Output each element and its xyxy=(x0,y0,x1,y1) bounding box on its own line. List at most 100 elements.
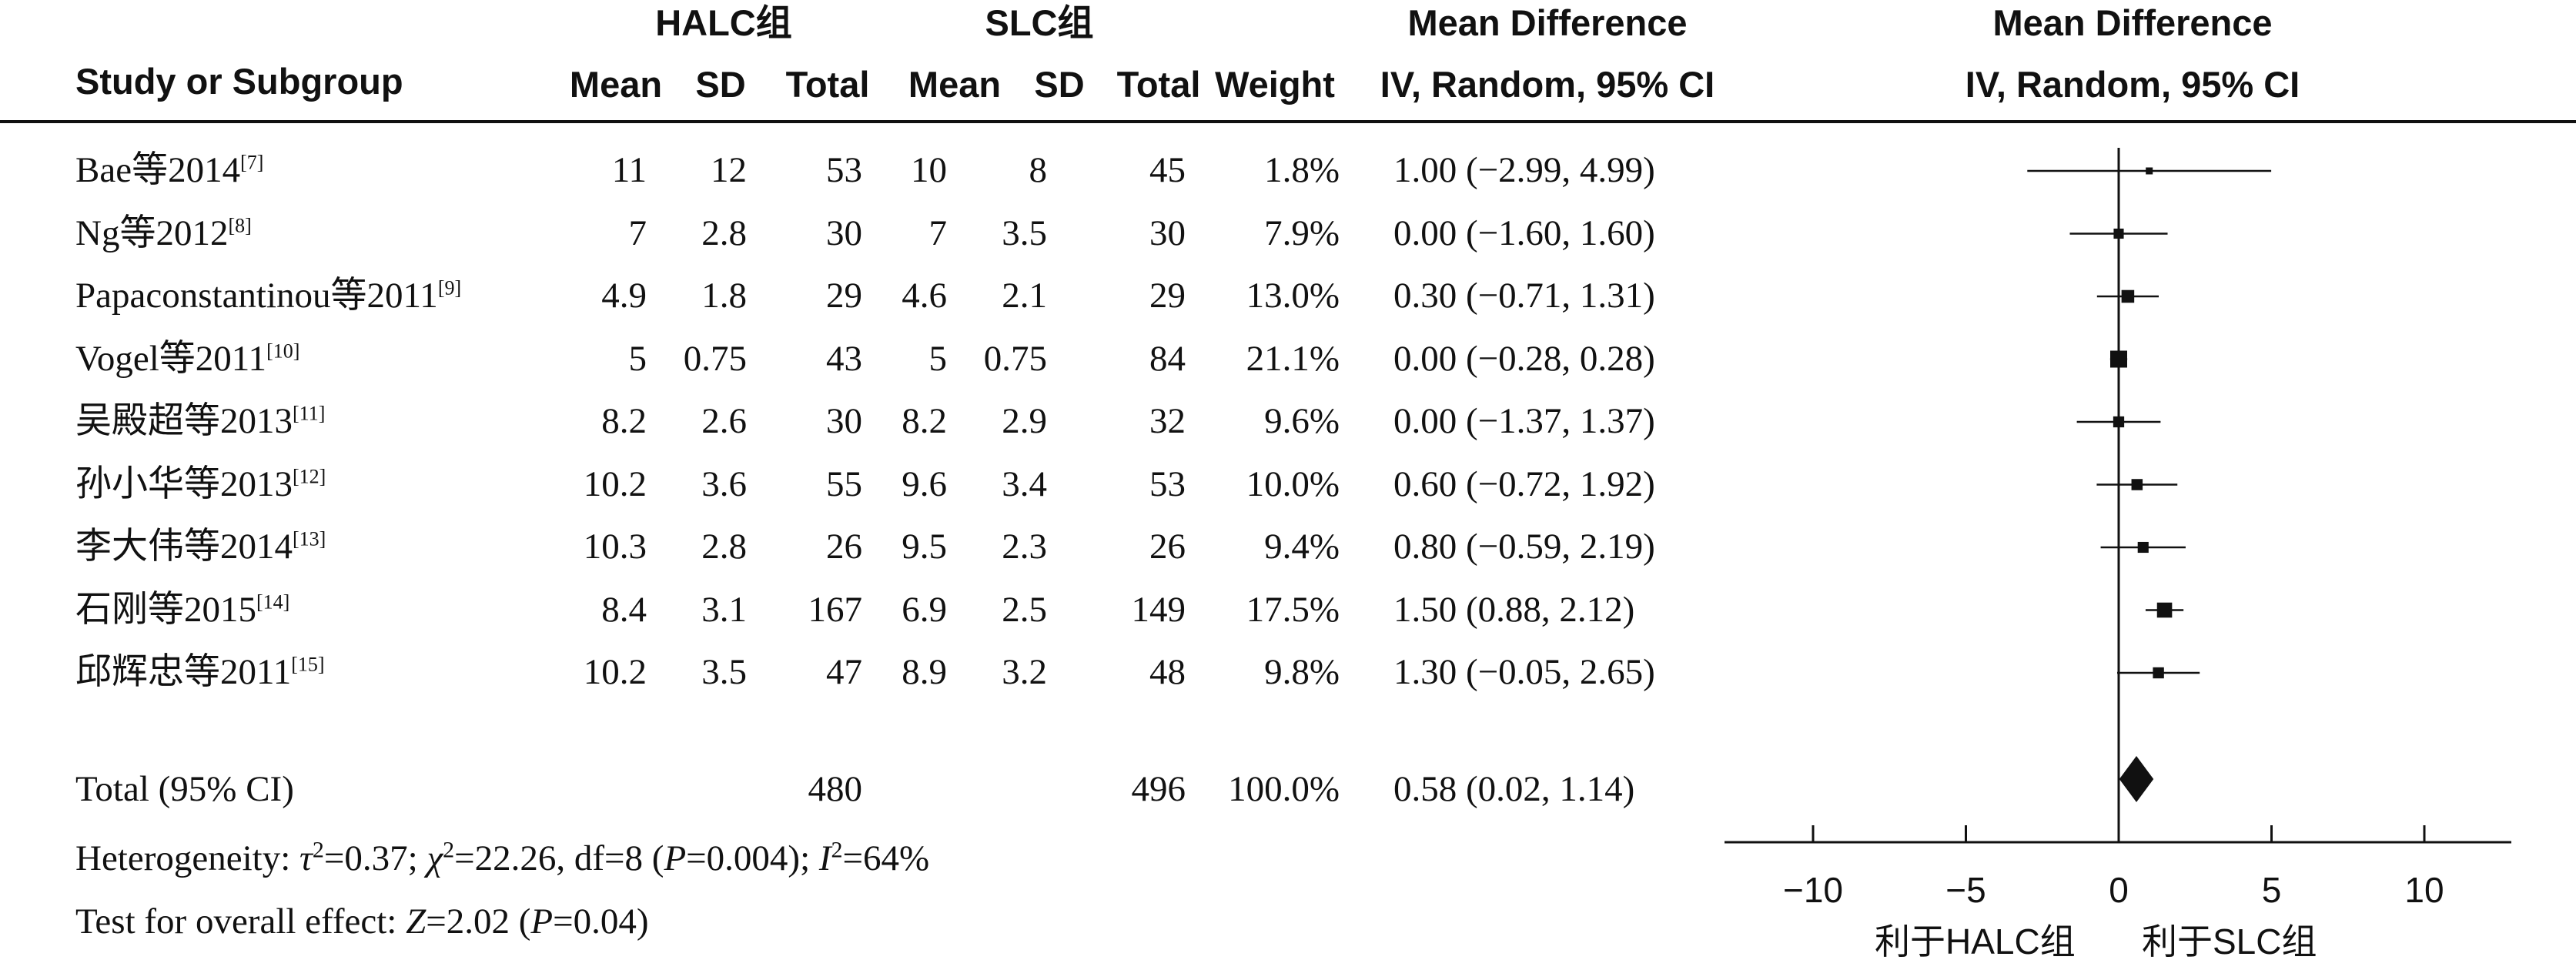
halc-sd-cell: 2.8 xyxy=(701,212,747,253)
heterogeneity-label: Heterogeneity: xyxy=(75,838,291,878)
ci-cell: 0.80 (−0.59, 2.19) xyxy=(1393,527,1655,567)
md-method-header: IV, Random, 95% CI xyxy=(1380,64,1715,105)
halc-sd-header: SD xyxy=(695,64,746,105)
slc-total-cell: 26 xyxy=(1149,527,1186,567)
slc-mean-cell: 7 xyxy=(928,212,948,253)
slc-sd-cell: 3.5 xyxy=(1002,212,1047,253)
slc-sd-header: SD xyxy=(1034,64,1085,105)
halc-total-cell: 55 xyxy=(826,463,862,504)
study-name: Bae等2014[7] xyxy=(75,152,263,189)
study-effect-square xyxy=(2146,167,2153,175)
halc-total-cell: 53 xyxy=(826,150,862,190)
slc-sd-cell: 3.2 xyxy=(1002,652,1047,692)
study-name-text: 吴殿超等2013 xyxy=(75,401,293,441)
favours-slc-label: 利于SLC组 xyxy=(2142,922,2317,962)
study-reference: [14] xyxy=(256,590,290,613)
weight-cell: 9.4% xyxy=(1264,527,1340,567)
weight-cell: 7.9% xyxy=(1264,212,1340,253)
x-axis-tick-label: −10 xyxy=(1783,870,1843,910)
halc-total-cell: 47 xyxy=(826,652,862,692)
weight-cell: 1.8% xyxy=(1264,150,1340,190)
study-name-text: 孙小华等2013 xyxy=(75,463,293,504)
ci-cell: 0.00 (−0.28, 0.28) xyxy=(1393,338,1655,379)
slc-mean-cell: 9.6 xyxy=(902,463,947,504)
het-p-value: =0.004); xyxy=(686,838,811,878)
plot-method-header: IV, Random, 95% CI xyxy=(1965,64,2300,105)
study-effect-square xyxy=(2156,602,2173,618)
slc-sd-cell: 0.75 xyxy=(983,338,1047,379)
study-effect-square xyxy=(2113,228,2124,239)
slc-total-header: Total xyxy=(1116,64,1201,105)
het-p-symbol: P xyxy=(664,838,687,878)
ci-cell: 1.50 (0.88, 2.12) xyxy=(1393,589,1635,630)
halc-sd-cell: 1.8 xyxy=(701,276,747,316)
total-ci: 0.58 (0.02, 1.14) xyxy=(1393,769,1635,809)
z-value: =2.02 ( xyxy=(426,901,531,942)
heterogeneity-line: Heterogeneity: τ2=0.37; χ2=22.26, df=8 (… xyxy=(75,837,930,878)
slc-total-cell: 45 xyxy=(1149,150,1186,190)
weight-cell: 13.0% xyxy=(1246,276,1340,316)
weight-header: Weight xyxy=(1215,64,1335,105)
study-name-text: 李大伟等2014 xyxy=(75,527,293,567)
halc-group-header: HALC组 xyxy=(655,2,792,43)
weight-cell: 10.0% xyxy=(1246,463,1340,504)
slc-sd-cell: 2.5 xyxy=(1002,589,1047,630)
i2-symbol: I xyxy=(818,838,831,878)
study-effect-square xyxy=(2131,479,2143,490)
halc-mean-cell: 10.3 xyxy=(583,527,647,567)
ci-cell: 1.00 (−2.99, 4.99) xyxy=(1393,150,1655,190)
halc-sd-cell: 12 xyxy=(711,150,747,190)
x-axis-tick-label: −5 xyxy=(1945,870,1986,910)
ci-cell: 0.30 (−0.71, 1.31) xyxy=(1393,276,1655,316)
halc-sd-cell: 3.5 xyxy=(701,652,747,692)
slc-total-cell: 32 xyxy=(1149,401,1186,441)
slc-mean-cell: 5 xyxy=(928,338,948,379)
slc-sd-cell: 2.3 xyxy=(1002,527,1047,567)
slc-mean-cell: 8.2 xyxy=(902,401,947,441)
halc-mean-cell: 8.4 xyxy=(601,589,647,630)
study-name-text: 石刚等2015 xyxy=(75,589,256,630)
halc-sd-cell: 2.6 xyxy=(701,401,747,441)
x-axis-tick-label: 0 xyxy=(2109,870,2129,910)
study-name: 李大伟等2014[13] xyxy=(75,529,326,565)
slc-total-cell: 84 xyxy=(1149,338,1186,379)
halc-mean-cell: 11 xyxy=(611,150,647,190)
halc-mean-cell: 5 xyxy=(628,338,647,379)
halc-total-cell: 30 xyxy=(826,401,862,441)
study-name-text: Bae等2014 xyxy=(75,150,241,190)
halc-total-cell: 26 xyxy=(826,527,862,567)
study-name: 吴殿超等2013[11] xyxy=(75,403,325,440)
study-effect-square xyxy=(2110,350,2127,368)
halc-sd-cell: 2.8 xyxy=(701,527,747,567)
halc-sd-cell: 3.6 xyxy=(701,463,747,504)
weight-cell: 17.5% xyxy=(1246,589,1340,630)
total-halc-n: 480 xyxy=(808,769,863,809)
study-effect-square xyxy=(2153,667,2164,679)
halc-mean-cell: 4.9 xyxy=(601,276,647,316)
study-effect-square xyxy=(2113,416,2125,428)
i2-value: =64% xyxy=(842,838,930,878)
slc-mean-cell: 8.9 xyxy=(902,652,947,692)
study-name: Papaconstantinou等2011[9] xyxy=(75,278,461,314)
tau-symbol: τ xyxy=(299,838,313,878)
study-name: 孙小华等2013[12] xyxy=(75,463,326,504)
study-reference: [11] xyxy=(293,402,326,425)
halc-total-cell: 167 xyxy=(808,589,863,630)
slc-total-cell: 149 xyxy=(1131,589,1186,630)
slc-mean-cell: 6.9 xyxy=(902,589,947,630)
halc-sd-cell: 3.1 xyxy=(701,589,747,630)
plot-title: Mean Difference xyxy=(1992,2,2273,43)
header-divider xyxy=(0,120,2576,123)
halc-mean-cell: 10.2 xyxy=(583,463,647,504)
slc-sd-cell: 2.9 xyxy=(1002,401,1047,441)
ci-cell: 0.00 (−1.37, 1.37) xyxy=(1393,401,1655,441)
tau2-value: =0.37; xyxy=(323,838,418,878)
study-reference: [15] xyxy=(291,653,325,676)
study-reference: [12] xyxy=(293,464,326,487)
halc-mean-cell: 10.2 xyxy=(583,652,647,692)
pooled-effect-diamond xyxy=(2119,756,2154,802)
study-effect-square xyxy=(2137,541,2149,554)
slc-sd-cell: 3.4 xyxy=(1002,463,1047,504)
favours-halc-label: 利于HALC组 xyxy=(1875,922,2076,962)
